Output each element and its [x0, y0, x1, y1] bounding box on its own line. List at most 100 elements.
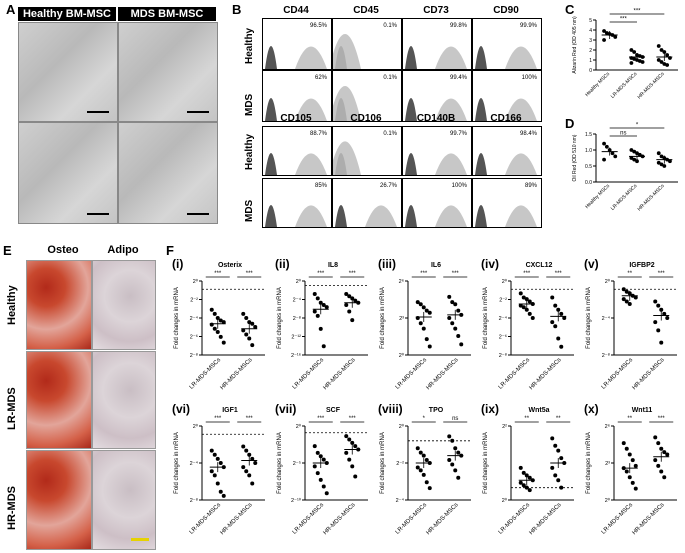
y-tick-label: 2⁰	[502, 278, 508, 285]
data-point	[627, 452, 632, 457]
data-point	[635, 159, 639, 164]
significance-label: ***	[633, 9, 641, 15]
stain-adipo-lr-mds	[92, 351, 156, 449]
data-point	[424, 458, 429, 463]
marker-peak	[435, 205, 467, 227]
y-tick-label: 2⁻⁸	[190, 352, 198, 359]
row-label-healthy: Healthy	[6, 285, 18, 325]
data-point	[244, 316, 249, 320]
data-point	[610, 151, 615, 156]
percent-positive: 26.7%	[379, 183, 397, 189]
marker-title: CD166	[490, 113, 522, 124]
significance-label: ***	[349, 271, 357, 277]
data-point	[215, 329, 220, 334]
data-point	[218, 489, 223, 494]
y-tick-label: 2⁰	[296, 278, 302, 285]
data-point	[421, 305, 426, 310]
histogram-box: 99.4%	[402, 70, 472, 122]
data-point	[324, 491, 329, 496]
isotype-peak	[265, 98, 277, 121]
data-point	[250, 481, 255, 486]
category-label: HR-MDS-MSCs	[322, 357, 356, 391]
data-point	[421, 326, 426, 331]
gene-title: IGF1	[222, 407, 238, 414]
marker-title: CD45	[353, 5, 379, 16]
data-point	[241, 444, 246, 449]
data-point	[553, 473, 558, 478]
data-point	[347, 437, 352, 442]
y-tick-label: 2⁻⁸	[190, 497, 198, 504]
data-point	[347, 294, 352, 299]
y-tick-label: 2⁻⁴	[499, 315, 508, 322]
data-point	[415, 300, 420, 305]
data-point	[527, 299, 532, 304]
data-point	[318, 477, 323, 482]
data-point	[321, 302, 326, 307]
data-point	[212, 452, 217, 457]
isotype-peak	[475, 153, 487, 175]
histogram-box: 26.7%	[332, 178, 402, 228]
category-label: HR-MDS-MSCs	[637, 183, 667, 213]
data-point	[315, 471, 320, 476]
subpanel-label: (x)	[584, 402, 599, 416]
y-tick-label: 2⁻²	[499, 298, 507, 304]
data-point	[418, 468, 423, 473]
data-point	[241, 465, 246, 470]
data-point	[453, 446, 458, 451]
significance-label: ***	[420, 271, 428, 277]
y-tick-label: 2⁰	[502, 497, 508, 504]
data-point	[624, 469, 629, 474]
data-point	[221, 493, 226, 498]
percent-positive: 96.5%	[309, 23, 327, 29]
panel-label-c: C	[565, 2, 575, 17]
y-axis-label: Fold changes in mRNA	[483, 432, 489, 494]
data-point	[344, 450, 349, 455]
data-point	[632, 157, 637, 162]
data-point	[602, 29, 606, 33]
marker-peak	[435, 46, 467, 69]
category-label: LR-MDS-MSCs	[498, 502, 531, 535]
data-point	[656, 303, 661, 308]
data-point	[456, 475, 461, 480]
y-axis-label: Fold changes in mRNA	[277, 287, 283, 349]
data-point	[418, 302, 423, 307]
y-tick-label: 1.5	[585, 132, 592, 138]
gene-title: CXCL12	[526, 262, 553, 269]
qpcr-chart: IL6 2⁶ 2³ 2⁰ *** LR-MDS-MSCs *** HR-MDS-MSCs Fol…	[380, 262, 471, 391]
data-point	[621, 297, 626, 302]
data-point	[315, 313, 320, 318]
marker-peak	[435, 153, 467, 175]
data-point	[215, 456, 220, 461]
category-label: LR-MDS-MSCs	[498, 357, 531, 390]
data-point	[456, 333, 461, 338]
histogram-box: 0.1%	[332, 126, 402, 176]
data-point	[250, 343, 255, 348]
category-label: LR-MDS-MSCs	[601, 502, 634, 535]
significance-label: ***	[523, 271, 531, 277]
isotype-peak	[265, 46, 277, 69]
marker-peak	[295, 153, 327, 175]
data-point	[633, 463, 638, 468]
category-label: LR-MDS-MSCs	[292, 502, 325, 535]
data-point	[550, 295, 555, 300]
data-point	[315, 450, 320, 455]
data-point	[344, 292, 349, 297]
data-point	[665, 316, 670, 320]
qpcr-chart: Wnt11 2⁶ 2³ 2⁰ ** LR-MDS-MSCs *** HR-MDS-MSCs Fo…	[586, 407, 677, 536]
category-label: LR-MDS-MSCs	[292, 357, 325, 390]
isotype-peak	[475, 46, 487, 69]
gene-title: Wnt11	[632, 407, 653, 414]
percent-positive: 62%	[314, 75, 327, 81]
y-axis-label: Alizarin Red (OD 405 nm)	[572, 16, 578, 74]
histogram-box: 99.7%	[402, 126, 472, 176]
histogram-box: 0.1%	[332, 18, 402, 70]
data-point	[653, 299, 658, 304]
category-label: LR-MDS-MSCs	[610, 183, 639, 212]
percent-positive: 100%	[451, 183, 467, 189]
data-point	[244, 469, 249, 474]
significance-label: ***	[349, 416, 357, 422]
y-tick-label: 3	[589, 38, 592, 44]
data-point	[350, 464, 355, 469]
data-point	[653, 320, 658, 325]
marker-peak	[295, 46, 327, 69]
